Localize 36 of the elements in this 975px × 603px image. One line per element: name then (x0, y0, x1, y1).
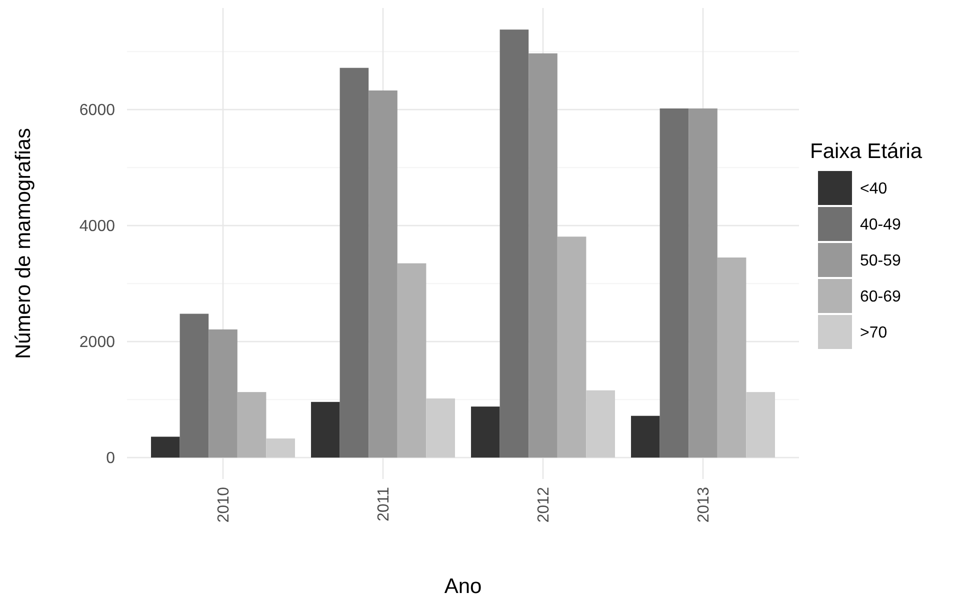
y-tick-label: 0 (106, 450, 116, 468)
x-tick-label: 2011 (376, 486, 393, 522)
bar (586, 390, 615, 458)
bar (557, 236, 586, 458)
bar (397, 263, 426, 458)
y-tick-label: 2000 (79, 334, 116, 352)
bar (266, 438, 295, 458)
bar (311, 402, 340, 458)
bar (471, 406, 500, 458)
y-tick-label: 4000 (79, 218, 116, 236)
bar (500, 30, 529, 458)
legend-label: <40 (860, 180, 888, 198)
x-tick-label: 2013 (696, 486, 713, 523)
bar (717, 258, 746, 458)
x-tick-label: 2012 (536, 486, 553, 523)
legend-label: 40-49 (860, 216, 902, 234)
bar (746, 392, 775, 458)
legend-label: 60-69 (860, 288, 902, 306)
bar (368, 90, 398, 458)
legend-label: 50-59 (860, 252, 902, 270)
bar (631, 416, 660, 458)
bar (340, 68, 369, 458)
x-axis-title: Ano (444, 575, 482, 598)
bar (208, 329, 238, 458)
y-tick-label: 6000 (79, 102, 116, 120)
legend-title: Faixa Etária (810, 140, 922, 163)
x-tick-label: 2010 (216, 486, 233, 523)
bar (660, 108, 689, 458)
bar (151, 436, 180, 458)
bar (426, 398, 455, 458)
bar (528, 53, 558, 458)
bar (237, 392, 266, 458)
y-axis-title: Número de mamografias (12, 128, 35, 360)
bar (180, 314, 209, 458)
legend-label: >70 (860, 324, 888, 342)
bar (688, 108, 718, 458)
